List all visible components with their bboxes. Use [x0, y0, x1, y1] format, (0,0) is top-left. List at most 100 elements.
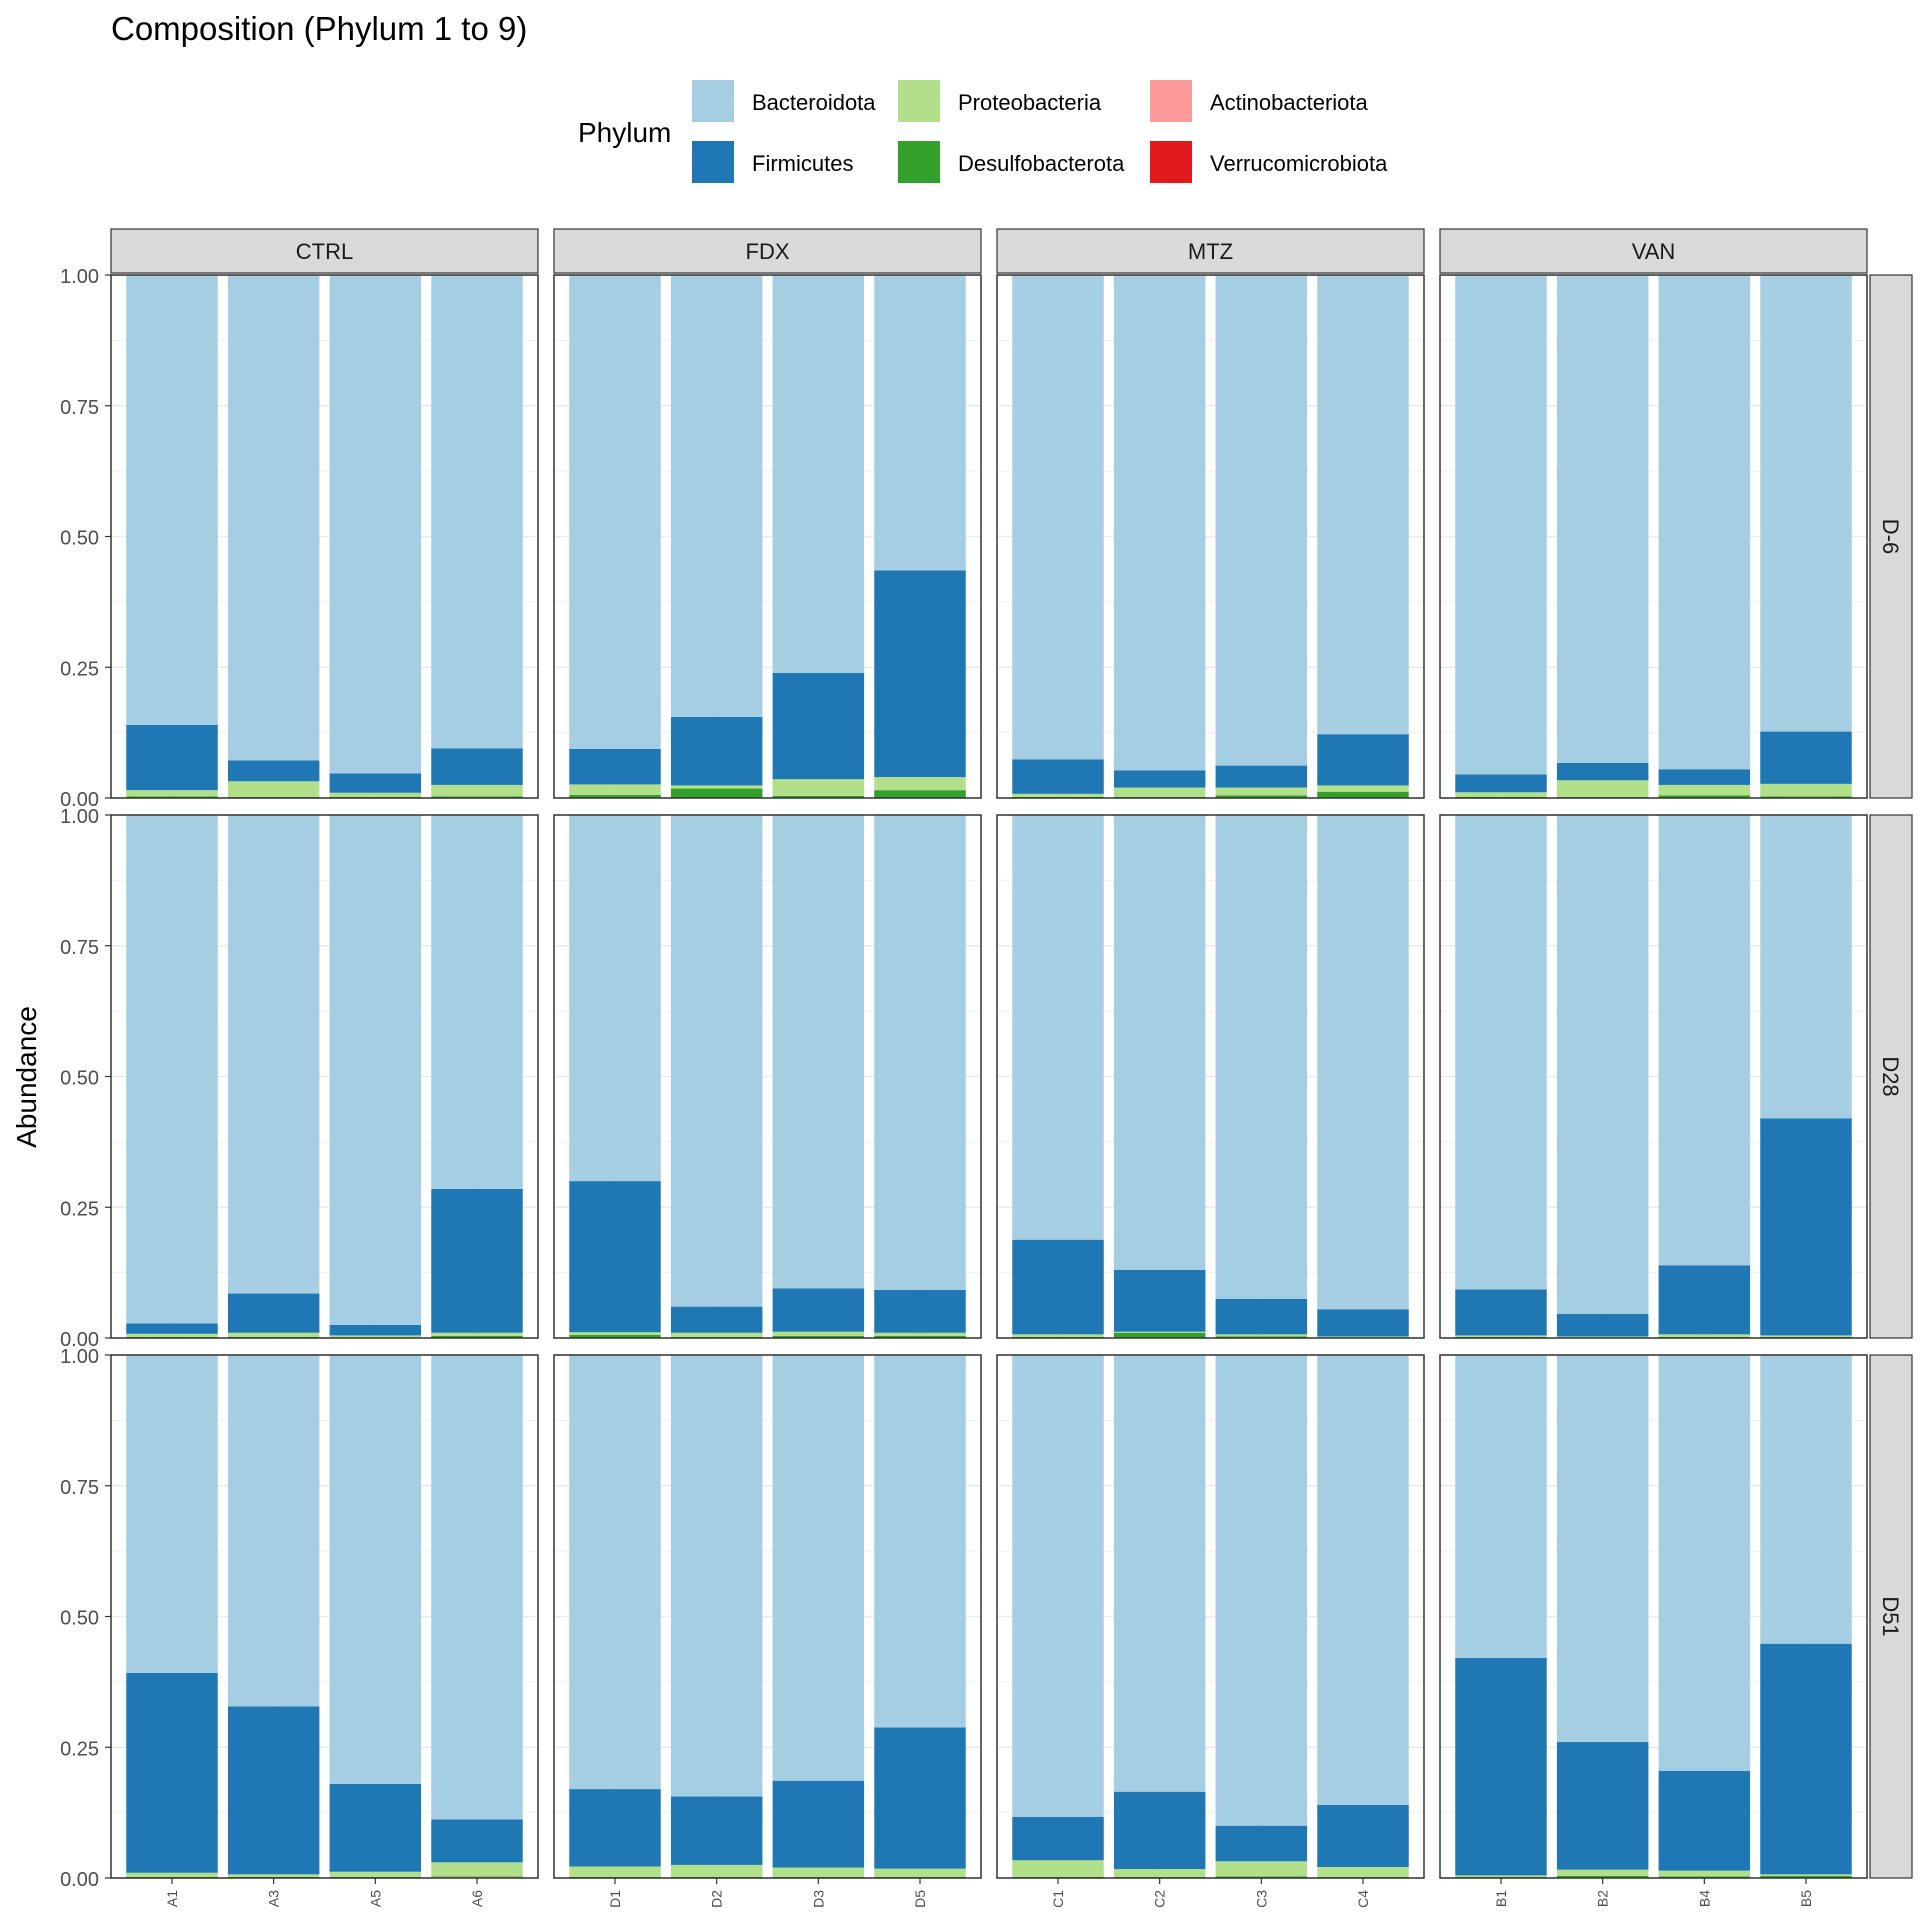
bar-segment-desulfobacterota-d1-d28: [569, 1334, 661, 1338]
bar-segment-firmicutes-a5-d-6: [329, 773, 422, 793]
bar-segment-proteobacteria-c2-d-6: [1113, 787, 1206, 797]
panel-border: [110, 814, 539, 1339]
bar-segment-firmicutes-c4-d-6: [1317, 734, 1409, 786]
bar-segment-proteobacteria-b4-d51: [1658, 1870, 1751, 1877]
bar-segment-bacteroidota-b4-d51: [1658, 1355, 1751, 1771]
bar-segment-firmicutes-b4-d-6: [1658, 769, 1751, 785]
bar-segment-proteobacteria-b5-d28: [1760, 1335, 1852, 1337]
legend-key-verrucomicrobiota: [1150, 141, 1192, 183]
bar-segment-firmicutes-b1-d28: [1455, 1289, 1547, 1336]
y-tick-label: 0.75: [60, 1477, 99, 1499]
panel-border: [996, 1354, 1425, 1879]
bar-segment-firmicutes-c1-d28: [1012, 1239, 1104, 1335]
x-tick-label-d1: D1: [607, 1890, 623, 1908]
bar-segment-bacteroidota-d2-d51: [670, 1355, 763, 1797]
bar-segment-proteobacteria-b5-d-6: [1760, 783, 1852, 797]
bar-segment-proteobacteria-c3-d-6: [1215, 787, 1308, 796]
x-tick-label-a5: A5: [367, 1890, 383, 1907]
panel-border: [1439, 274, 1868, 799]
bar-segment-bacteroidota-d3-d51: [772, 1355, 865, 1781]
y-tick-label: 0.50: [60, 1068, 99, 1090]
bar-segment-firmicutes-c2-d-6: [1113, 770, 1206, 788]
x-tick-label-d2: D2: [709, 1890, 725, 1908]
bar-segment-bacteroidota-d3-d-6: [772, 275, 865, 674]
panel-border: [1439, 1354, 1868, 1879]
bar-segment-proteobacteria-a6-d-6: [431, 784, 523, 797]
bar-segment-bacteroidota-d3-d28: [772, 815, 865, 1289]
bar-segment-firmicutes-a6-d-6: [431, 748, 523, 785]
strip-ctrl: [110, 228, 539, 274]
bar-segment-proteobacteria-b2-d28: [1556, 1336, 1649, 1338]
bar-segment-bacteroidota-a5-d-6: [329, 275, 422, 774]
bar-segment-proteobacteria-d1-d51: [569, 1866, 661, 1877]
y-tick-label: 0.00: [60, 1869, 99, 1891]
bar-segment-proteobacteria-d1-d-6: [569, 784, 661, 795]
bar-segment-proteobacteria-c4-d28: [1317, 1336, 1409, 1338]
bar-segment-bacteroidota-d5-d51: [874, 1355, 966, 1728]
legend-key-actinobacteriota: [1150, 80, 1192, 122]
bar-segment-proteobacteria-a3-d-6: [227, 781, 320, 797]
strip-label-d-6: D-6: [1878, 519, 1903, 554]
bar-segment-desulfobacterota-b5-d-6: [1760, 796, 1852, 798]
strip-d51: [1869, 1354, 1913, 1879]
bar-segment-proteobacteria-a1-d28: [126, 1333, 218, 1337]
x-tick-label-b2: B2: [1595, 1890, 1611, 1907]
bar-segment-bacteroidota-d1-d-6: [569, 275, 661, 749]
bar-segment-desulfobacterota-d3-d28: [772, 1335, 865, 1338]
bar-segment-firmicutes-a3-d-6: [227, 760, 320, 782]
bar-segment-bacteroidota-c4-d28: [1317, 815, 1409, 1310]
bar-segment-proteobacteria-a5-d-6: [329, 792, 422, 797]
bar-segment-firmicutes-b2-d28: [1556, 1313, 1649, 1337]
bar-segment-desulfobacterota-b5-d51: [1760, 1875, 1852, 1878]
x-tick-label-c1: C1: [1050, 1890, 1066, 1908]
bar-segment-bacteroidota-a1-d28: [126, 815, 218, 1324]
bar-segment-proteobacteria-b4-d28: [1658, 1334, 1751, 1337]
bar-segment-bacteroidota-b1-d51: [1455, 1355, 1547, 1658]
legend-label-desulfobacterota: Desulfobacterota: [958, 151, 1125, 176]
bar-segment-bacteroidota-b5-d51: [1760, 1355, 1852, 1644]
bar-segment-desulfobacterota-d5-d-6: [874, 790, 966, 798]
bar-segment-proteobacteria-b5-d51: [1760, 1874, 1852, 1876]
bar-segment-firmicutes-b4-d28: [1658, 1265, 1751, 1335]
bar-segment-proteobacteria-d3-d51: [772, 1867, 865, 1877]
bar-segment-bacteroidota-c1-d51: [1012, 1355, 1104, 1817]
y-tick-label: 0.00: [60, 789, 99, 811]
bar-segment-bacteroidota-a1-d-6: [126, 275, 218, 725]
bar-segment-firmicutes-c3-d-6: [1215, 765, 1308, 788]
bar-segment-bacteroidota-c2-d51: [1113, 1355, 1206, 1792]
bar-segment-bacteroidota-c4-d51: [1317, 1355, 1409, 1805]
bar-segment-bacteroidota-a6-d51: [431, 1355, 523, 1820]
bar-segment-firmicutes-d3-d-6: [772, 673, 865, 780]
bar-segment-firmicutes-c4-d51: [1317, 1804, 1409, 1868]
legend-label-verrucomicrobiota: Verrucomicrobiota: [1210, 151, 1388, 176]
bar-segment-desulfobacterota-b2-d51: [1556, 1875, 1649, 1878]
bar-segment-bacteroidota-c3-d-6: [1215, 275, 1308, 766]
bar-segment-bacteroidota-a6-d-6: [431, 275, 523, 749]
bar-segment-proteobacteria-c1-d51: [1012, 1860, 1104, 1877]
bar-segment-firmicutes-b5-d-6: [1760, 731, 1852, 784]
bar-segment-firmicutes-b5-d51: [1760, 1643, 1852, 1875]
bar-segment-firmicutes-a3-d28: [227, 1293, 320, 1333]
bar-segment-firmicutes-d1-d28: [569, 1181, 661, 1333]
bar-segment-desulfobacterota-c2-d28: [1113, 1332, 1206, 1338]
chart-title: Composition (Phylum 1 to 9): [111, 10, 527, 47]
bar-segment-proteobacteria-c4-d51: [1317, 1867, 1409, 1877]
strip-van: [1439, 228, 1868, 274]
bar-segment-proteobacteria-b2-d51: [1556, 1869, 1649, 1876]
bar-segment-bacteroidota-d1-d51: [569, 1355, 661, 1790]
bar-segment-bacteroidota-b5-d-6: [1760, 275, 1852, 732]
bar-segment-desulfobacterota-d2-d-6: [670, 788, 763, 798]
bar-segment-proteobacteria-d5-d-6: [874, 777, 966, 791]
bar-segment-bacteroidota-b5-d28: [1760, 815, 1852, 1119]
bar-segment-proteobacteria-a3-d51: [227, 1874, 320, 1877]
bar-segment-firmicutes-d2-d51: [670, 1796, 763, 1865]
bar-segment-proteobacteria-b1-d-6: [1455, 792, 1547, 797]
bar-segment-firmicutes-a3-d51: [227, 1706, 320, 1875]
bar-segment-firmicutes-d1-d51: [569, 1789, 661, 1867]
bar-segment-proteobacteria-a1-d51: [126, 1872, 218, 1877]
bar-segment-firmicutes-b1-d-6: [1455, 774, 1547, 793]
bar-segment-proteobacteria-a5-d51: [329, 1871, 422, 1877]
panel-border: [110, 1354, 539, 1879]
bar-segment-proteobacteria-b2-d-6: [1556, 780, 1649, 797]
bar-segment-bacteroidota-c1-d-6: [1012, 275, 1104, 760]
